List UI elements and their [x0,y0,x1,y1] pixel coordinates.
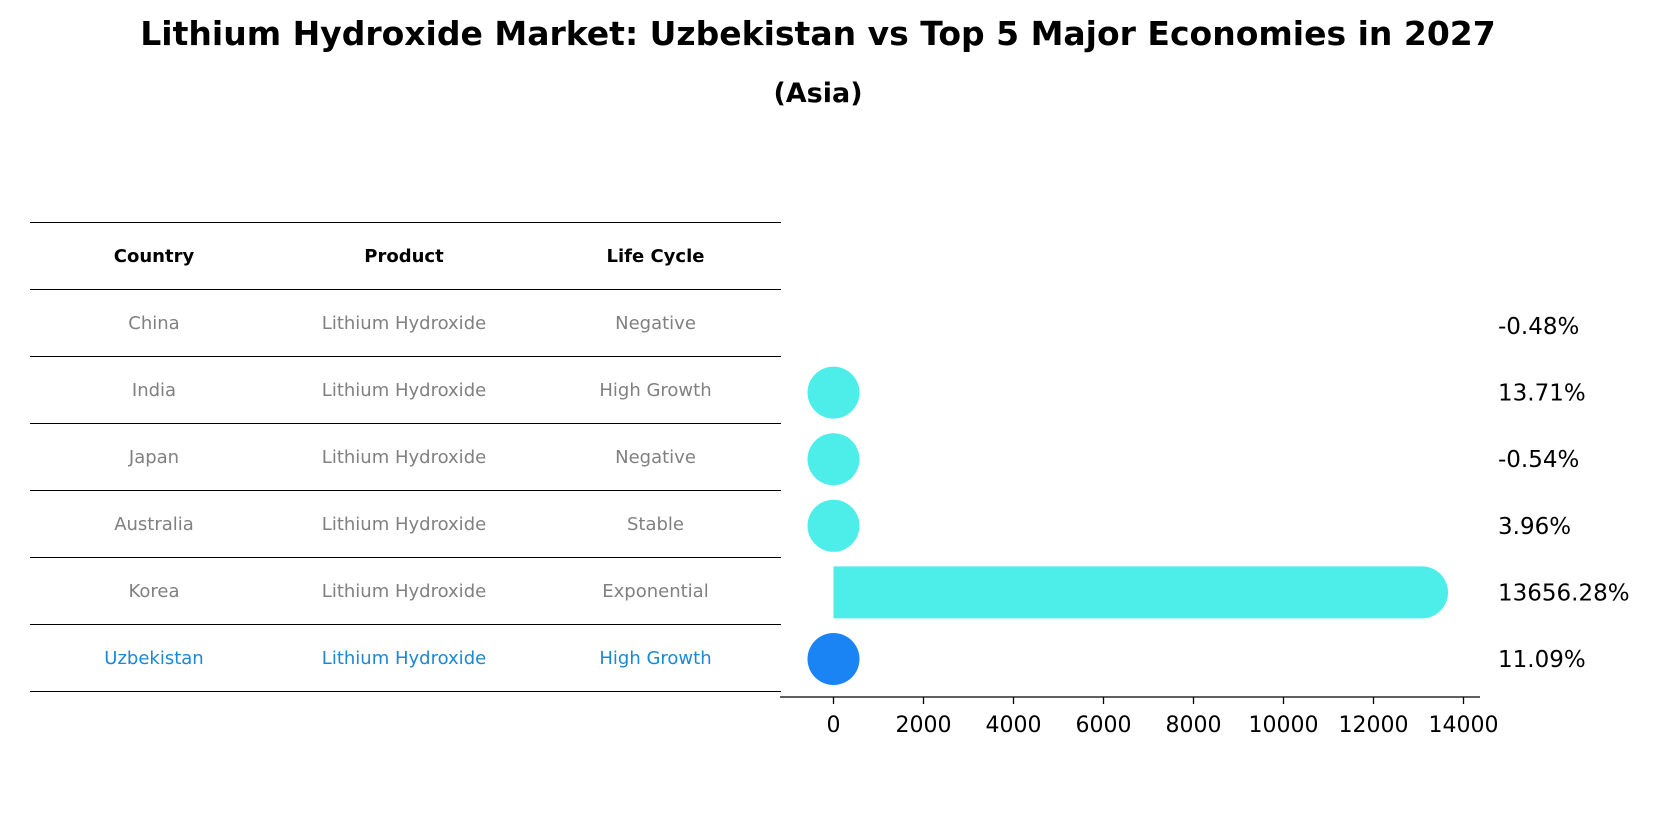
value-label-china: -0.48% [1498,314,1579,340]
value-label-australia: 3.96% [1498,514,1571,540]
bar-chart: -0.48% 13.71% -0.54% 3.96% 13656.28% 11.09% 0 2… [780,314,1630,738]
value-label-korea: 13656.28% [1498,580,1630,606]
header-life-cycle: Life Cycle [606,245,705,267]
x-tick-label-2000: 2000 [896,713,952,738]
x-tick-label-12000: 12000 [1339,713,1409,738]
x-tick-label-10000: 10000 [1249,713,1319,738]
cell-life-cycle: Exponential [602,580,709,602]
x-tick-label-14000: 14000 [1429,713,1499,738]
table-row-highlight: Uzbekistan Lithium Hydroxide High Growth [30,624,781,692]
cell-product: Lithium Hydroxide [321,513,487,535]
header-product: Product [364,245,444,267]
cell-product: Lithium Hydroxide [321,580,487,602]
table-row: Australia Lithium Hydroxide Stable [30,490,781,557]
x-tick-label-4000: 4000 [986,713,1042,738]
cell-product: Lithium Hydroxide [321,379,487,401]
cell-life-cycle: Negative [615,312,696,334]
table-row: Korea Lithium Hydroxide Exponential [30,557,781,624]
x-tick-label-6000: 6000 [1076,713,1132,738]
value-label-india: 13.71% [1498,381,1586,407]
cell-country: India [131,379,177,401]
value-label-uzbekistan: 11.09% [1498,647,1586,673]
bar-india [807,366,860,419]
table-header-row: Country Product Life Cycle [30,222,781,289]
cell-country: Korea [128,580,180,602]
cell-product: Lithium Hydroxide [321,647,487,669]
cell-life-cycle: Negative [615,446,696,468]
cell-life-cycle: Stable [626,513,684,535]
table-row: India Lithium Hydroxide High Growth [30,356,781,423]
cell-country: Australia [114,513,194,535]
bar-australia [807,499,860,552]
table-row: China Lithium Hydroxide Negative [30,289,781,356]
table-row: Japan Lithium Hydroxide Negative [30,423,781,490]
bar-korea [833,566,1449,619]
chart-subtitle: (Asia) [773,78,863,109]
data-table: Country Product Life Cycle China Lithium… [30,222,781,692]
cell-country: Japan [128,446,180,468]
cell-country: Uzbekistan [104,647,204,669]
value-label-japan: -0.54% [1498,447,1579,473]
cell-product: Lithium Hydroxide [321,312,487,334]
x-tick-label-8000: 8000 [1166,713,1222,738]
cell-life-cycle: High Growth [599,647,712,669]
x-tick-label-0: 0 [827,713,841,738]
cell-product: Lithium Hydroxide [321,446,487,468]
chart-title: Lithium Hydroxide Market: Uzbekistan vs … [140,14,1496,53]
header-country: Country [113,245,195,267]
bar-japan [807,433,860,486]
bar-uzbekistan [807,633,860,685]
cell-country: China [128,312,180,334]
cell-life-cycle: High Growth [599,379,712,401]
